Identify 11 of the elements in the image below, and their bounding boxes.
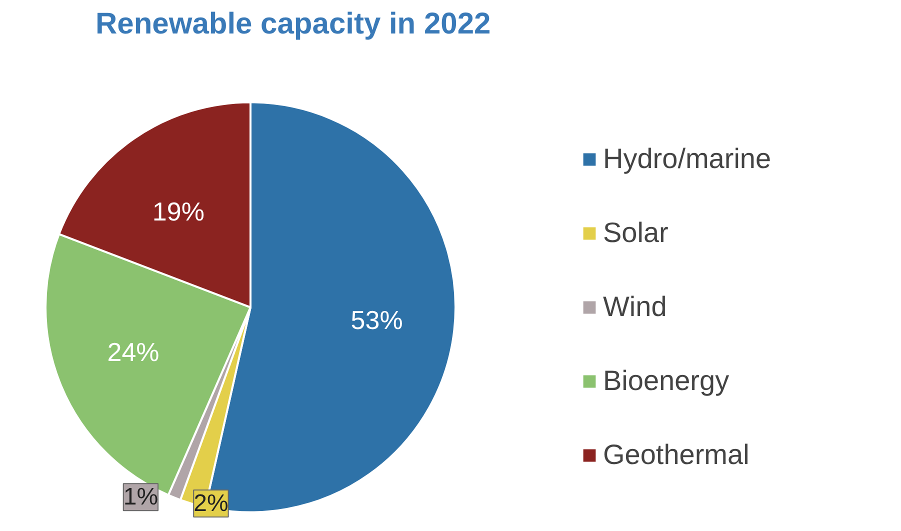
legend-label: Wind xyxy=(603,291,667,323)
legend-label: Bioenergy xyxy=(603,365,730,397)
legend-label: Hydro/marine xyxy=(603,143,772,175)
data-label: 53% xyxy=(350,305,403,336)
chart-title: Renewable capacity in 2022 xyxy=(96,8,491,40)
legend-label: Geothermal xyxy=(603,439,750,471)
data-label: 2% xyxy=(194,490,228,517)
legend-label: Solar xyxy=(603,217,668,249)
data-label: 19% xyxy=(152,196,204,226)
data-label: 24% xyxy=(107,337,160,368)
data-label: 1% xyxy=(123,484,158,511)
